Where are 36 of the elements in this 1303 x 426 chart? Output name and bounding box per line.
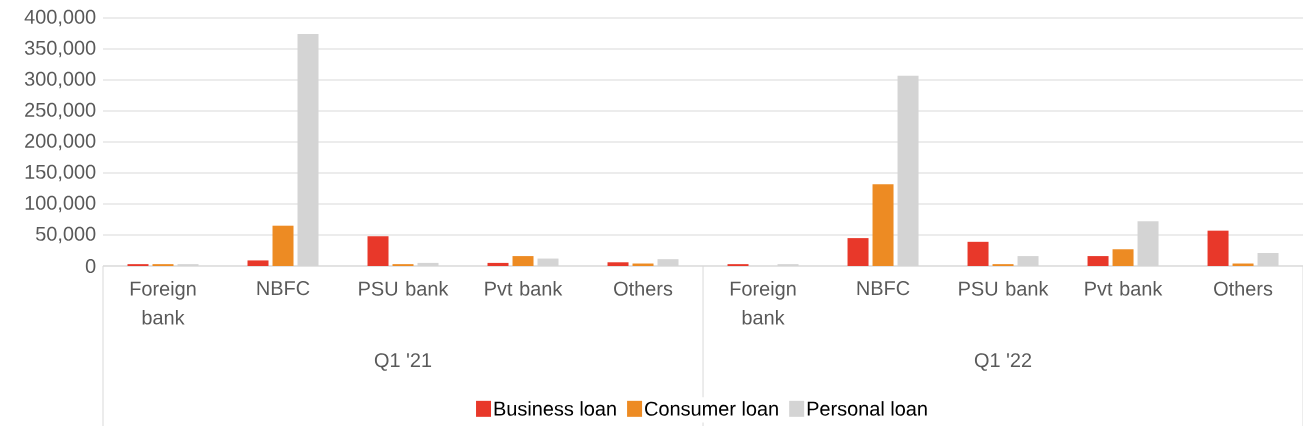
legend-label: Personal loan [807, 401, 927, 416]
x-tick-label: Others [614, 281, 673, 296]
y-tick-label: 50,000 [36, 226, 96, 244]
legend-label: Business loan [494, 401, 616, 416]
x-tick-label: Foreign bank [130, 281, 196, 325]
bar [247, 260, 269, 266]
y-tick-label: 200,000 [25, 133, 96, 151]
y-tick-label: 100,000 [25, 195, 96, 213]
x-tick-label: Others [1214, 281, 1273, 296]
bar [1112, 249, 1134, 266]
bar [487, 262, 509, 266]
x-tick-label: PSU bank [359, 281, 449, 296]
legend-label: Consumer loan [645, 401, 778, 416]
x-tick-label: NBFC [857, 281, 910, 296]
y-tick-label: 150,000 [25, 164, 96, 182]
bar [1087, 256, 1109, 266]
x-tick-label: Pvt bank [1085, 281, 1163, 296]
bar [367, 236, 389, 266]
bar [512, 256, 534, 266]
bar [847, 238, 869, 266]
bar [272, 225, 294, 266]
x-tick-label: Pvt bank [485, 281, 563, 296]
bar [967, 241, 989, 266]
x-tick-label: Foreign bank [730, 281, 796, 325]
y-tick-label: 400,000 [24, 9, 96, 27]
bar [607, 262, 629, 266]
text: Q1 '22 [974, 353, 1032, 371]
x-tick-label: NBFC [257, 281, 310, 296]
x-tick-label: PSU bank [959, 281, 1049, 296]
y-tick-label: 250,000 [25, 102, 96, 120]
y-tick-label: 350,000 [24, 40, 96, 58]
y-tick-label: 0 [85, 258, 96, 274]
bar [1207, 230, 1229, 266]
y-tick-label: 300,000 [24, 71, 96, 89]
bar [872, 184, 894, 266]
text: Q1 '21 [374, 353, 432, 371]
